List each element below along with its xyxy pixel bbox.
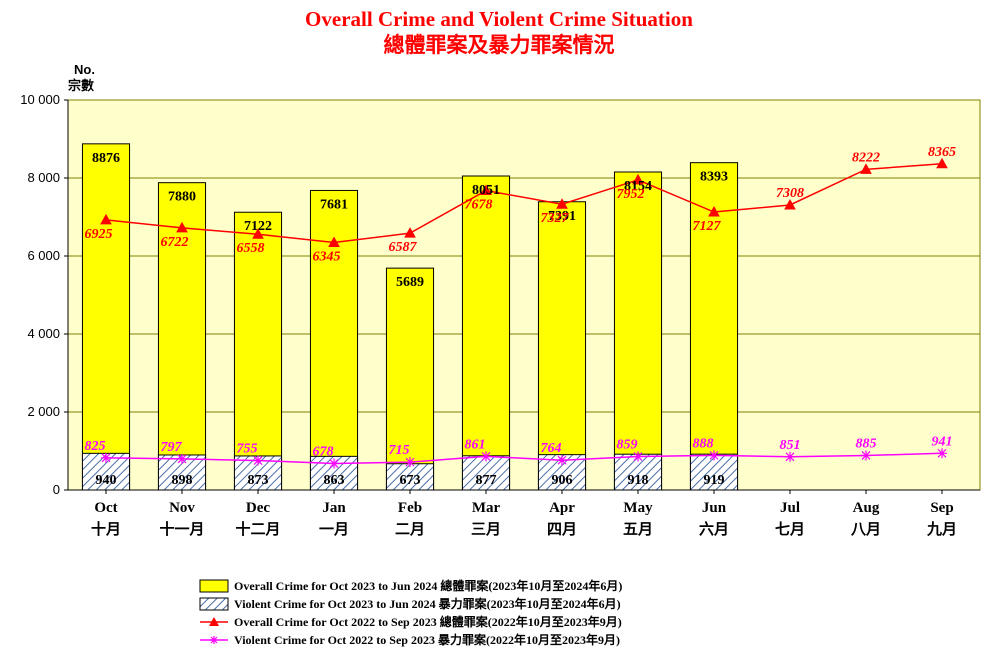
legend-swatch [200,598,228,610]
overall-bar-label: 5689 [396,275,424,290]
marker-star [481,451,491,461]
month-label-en: Jun [702,500,727,516]
month-label-en: Apr [549,500,575,516]
month-label-en: Sep [930,500,953,516]
legend-marker [210,636,218,644]
violent-line-label: 764 [540,441,561,456]
violent-bar-label: 877 [476,473,497,488]
month-label-en: Dec [246,500,270,516]
legend-label: Overall Crime for Oct 2023 to Jun 2024 總… [234,578,622,593]
violent-bar-label: 873 [248,473,269,488]
month-label-en: Nov [169,500,195,516]
violent-line-label: 885 [856,436,877,451]
chart-container: Overall Crime and Violent Crime Situatio… [0,0,998,669]
month-label-zh: 二月 [395,521,425,538]
overall-line-label: 7308 [776,186,804,201]
overall-bar-label: 8876 [92,151,120,166]
violent-line-label: 715 [388,443,409,458]
overall-bar-label: 7681 [320,197,348,212]
month-label-zh: 九月 [926,520,957,538]
legend-swatch [200,580,228,592]
month-label-zh: 十二月 [235,520,280,538]
month-label-en: May [623,500,653,516]
violent-line-label: 941 [932,434,953,449]
legend-label: Violent Crime for Oct 2023 to Jun 2024 暴… [234,596,621,611]
overall-line-label: 6558 [236,241,264,256]
month-label-zh: 四月 [547,521,577,538]
overall-line-label: 7952 [616,187,644,202]
y-tick-label: 8 000 [27,170,60,185]
overall-line-label: 6345 [312,250,340,265]
violent-line-label: 888 [692,436,713,451]
chart-title-en: Overall Crime and Violent Crime Situatio… [305,7,693,31]
overall-line-label: 7127 [692,219,721,234]
overall-line-label: 6925 [84,227,112,242]
violent-line-label: 825 [84,439,105,454]
marker-star [937,448,947,458]
violent-bar-label: 898 [172,473,193,488]
overall-bar-label: 8051 [472,183,500,198]
marker-star [861,450,871,460]
legend-label: Overall Crime for Oct 2022 to Sep 2023 總… [234,614,622,629]
overall-bar-label: 7122 [244,219,272,234]
month-label-zh: 八月 [850,521,881,538]
violent-line-label: 797 [160,440,182,455]
marker-star [177,454,187,464]
month-label-zh: 十月 [91,520,121,538]
overall-line-label: 6587 [388,240,417,255]
marker-star [329,459,339,469]
month-label-zh: 五月 [623,521,653,538]
violent-bar-label: 673 [400,473,421,488]
marker-star [785,452,795,462]
violent-line-label: 851 [780,438,801,453]
y-tick-label: 6 000 [27,248,60,263]
y-axis-label-en: No. [74,62,95,77]
y-axis-label-zh: 宗數 [68,78,94,93]
overall-line-label: 8365 [928,145,956,160]
marker-star [101,453,111,463]
y-tick-label: 2 000 [27,404,60,419]
violent-bar-label: 918 [628,473,649,488]
marker-star [709,450,719,460]
month-label-zh: 十一月 [159,520,204,538]
month-label-en: Oct [94,500,117,516]
y-tick-label: 4 000 [27,326,60,341]
month-label-en: Aug [853,500,880,516]
violent-line-label: 755 [236,442,257,457]
overall-line-label: 8222 [852,150,880,165]
month-label-zh: 七月 [775,521,805,538]
violent-bar-label: 906 [552,473,573,488]
marker-star [633,451,643,461]
chart-title-zh: 總體罪案及暴力罪案情況 [384,33,615,57]
violent-line-label: 861 [464,437,485,452]
month-label-zh: 三月 [471,521,501,538]
y-tick-label: 10 000 [20,92,60,107]
legend-label: Violent Crime for Oct 2022 to Sep 2023 暴… [234,632,620,647]
overall-bar-label: 7880 [168,190,196,205]
violent-line-label: 678 [312,445,333,460]
violent-line-label: 859 [616,437,637,452]
violent-bar-label: 940 [96,473,117,488]
month-label-en: Mar [472,500,501,516]
month-label-zh: 一月 [319,521,349,538]
marker-star [557,455,567,465]
overall-line-label: 7678 [464,198,492,213]
overall-line-label: 6722 [160,235,188,250]
overall-line-label: 7327 [540,211,569,226]
overall-bar-label: 8393 [700,170,728,185]
violent-bar-label: 919 [704,473,725,488]
month-label-en: Jul [780,500,800,516]
month-label-zh: 六月 [699,520,729,538]
y-tick-label: 0 [53,482,60,497]
marker-star [405,457,415,467]
month-label-en: Feb [398,500,422,516]
month-label-en: Jan [322,500,346,516]
marker-star [253,456,263,466]
violent-bar-label: 863 [324,473,345,488]
chart-svg: Overall Crime and Violent Crime Situatio… [0,0,998,669]
